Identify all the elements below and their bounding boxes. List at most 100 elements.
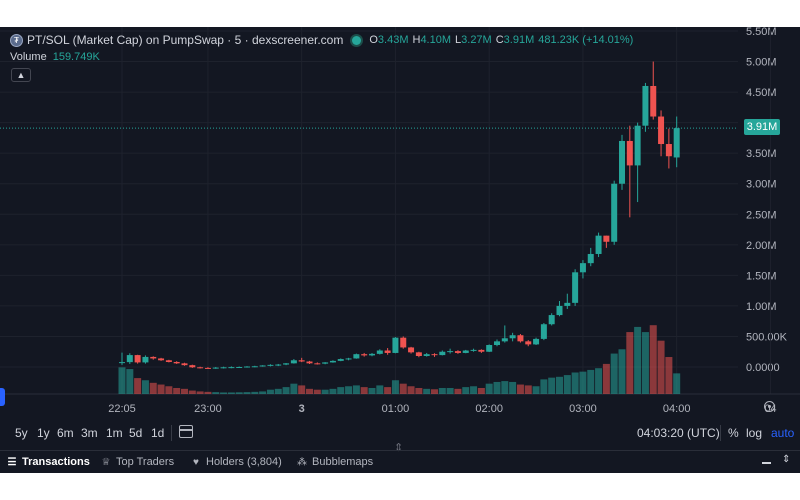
utc-clock[interactable]: 04:03:20 (UTC) (637, 426, 720, 440)
calendar-icon[interactable] (179, 425, 193, 438)
x-tick-label: 01:00 (382, 403, 410, 415)
tab-bubblemaps[interactable]: ⁂ Bubblemaps (297, 456, 373, 468)
candle-body (454, 351, 461, 353)
candle-body (462, 350, 469, 353)
volume-bar (266, 389, 274, 394)
range-6m-button[interactable]: 6m (57, 426, 74, 440)
chevron-up-icon: ▲ (16, 70, 26, 80)
price-chart[interactable]: 5.50M5.00M4.50M4.00M3.50M3.00M2.50M2.00M… (0, 27, 800, 473)
range-5d-button[interactable]: 5d (129, 426, 143, 440)
ohlc-open-key: O (369, 34, 378, 46)
ohlc-low-value: 3.27M (461, 34, 492, 46)
range-3m-button[interactable]: 3m (81, 426, 98, 440)
candle-body (134, 355, 141, 363)
candle-body (634, 125, 641, 166)
candle-body (251, 366, 258, 368)
auto-scale-toggle[interactable]: auto (771, 426, 795, 440)
legend-collapse-button[interactable]: ▲ (11, 68, 31, 82)
volume-bar (438, 387, 446, 394)
candle-body (603, 235, 610, 242)
ohlc-high-value: 4.10M (420, 34, 452, 46)
volume-bar (141, 380, 149, 394)
volume-bar (634, 326, 642, 394)
volume-bar (173, 387, 181, 394)
settings-icon[interactable] (764, 401, 775, 412)
volume-bar (501, 381, 509, 394)
chart-legend: ₮ PT/SOL (Market Cap) on PumpSwap · 5 · … (10, 32, 637, 48)
volume-value: 159.749K (52, 51, 100, 63)
candle-body (470, 349, 477, 351)
candle-body (173, 361, 180, 364)
volume-bar (181, 388, 188, 394)
candle-body (673, 128, 680, 158)
candle-body (540, 324, 547, 339)
candle-body (259, 365, 266, 367)
volume-bar (118, 367, 126, 394)
legend-symbol: PT/SOL (Market Cap) on PumpSwap · 5 · de… (27, 33, 344, 47)
candle-body (501, 338, 508, 342)
tab-label: Transactions (22, 456, 90, 468)
chart-app: 5.50M5.00M4.50M4.00M3.50M3.00M2.50M2.00M… (0, 27, 800, 473)
candle-body (322, 362, 329, 364)
volume-bar (274, 388, 282, 394)
y-tick-label: 3.50M (746, 148, 777, 160)
volume-bar (548, 377, 556, 394)
volume-bar (641, 332, 649, 394)
status-dot-icon (352, 35, 362, 45)
percent-scale-toggle[interactable]: % (728, 426, 739, 440)
volume-bar (665, 357, 673, 394)
candle-body (494, 341, 500, 346)
candle-body (228, 367, 235, 369)
tab-label: Top Traders (116, 456, 175, 468)
coin-icon: ₮ (10, 33, 23, 47)
maximize-icon[interactable]: ⇕ (782, 454, 791, 465)
resize-handle-icon[interactable]: ⇕ (394, 442, 404, 454)
bubbles-icon: ⁂ (297, 456, 307, 468)
candle-body (478, 349, 485, 352)
volume-bar (220, 392, 228, 394)
tab-transactions[interactable]: ☰ Transactions (7, 456, 90, 468)
x-tick-label: 04:00 (663, 403, 691, 415)
volume-bar (579, 371, 587, 394)
side-panel-toggle[interactable] (0, 388, 5, 406)
volume-bar (329, 388, 337, 394)
x-tick-label: 03:00 (569, 403, 597, 415)
range-1m-button[interactable]: 1m (106, 426, 123, 440)
volume-bar (149, 382, 157, 394)
candle-body (204, 367, 211, 369)
volume-bar (587, 369, 595, 394)
y-tick-label: 5.50M (746, 27, 777, 38)
volume-bar (524, 385, 532, 394)
volume-bar (602, 363, 610, 394)
volume-bar (384, 387, 392, 394)
candle-body (165, 360, 172, 362)
volume-bar (423, 388, 431, 394)
volume-bar (485, 383, 493, 394)
candle-body (642, 85, 649, 126)
log-scale-toggle[interactable]: log (746, 426, 763, 440)
range-1d-button[interactable]: 1d (151, 426, 165, 440)
ohlc-close-value: 3.91M (503, 34, 535, 46)
tab-holders[interactable]: ♥ Holders (3,804) (191, 456, 282, 468)
volume-bar (462, 387, 470, 394)
trophy-icon: ♕ (101, 456, 111, 468)
tab-label: Holders (3,804) (206, 456, 282, 468)
heart-icon: ♥ (193, 456, 199, 468)
tab-top-traders[interactable]: ♕ Top Traders (101, 456, 175, 468)
volume-bar (407, 386, 415, 394)
candle-body (665, 144, 672, 157)
volume-bar (165, 386, 173, 394)
candle-body (525, 341, 532, 345)
range-1y-button[interactable]: 1y (37, 426, 50, 440)
x-tick-label: 23:00 (194, 403, 222, 415)
ohlc-change-value: 481.23K (+14.01%) (538, 34, 634, 46)
volume-bar (493, 381, 501, 394)
ohlc-values: O 3.43M H 4.10M L 3.27M C 3.91M 481.23K (+14… (369, 34, 637, 46)
minimize-icon[interactable] (762, 462, 771, 464)
volume-bar (399, 383, 407, 394)
bottom-tabs: ☰ Transactions ♕ Top Traders ♥ Holders (3,8… (0, 450, 800, 473)
y-tick-label: 4.50M (746, 87, 777, 99)
y-tick-label: 2.50M (746, 209, 777, 221)
range-5y-button[interactable]: 5y (15, 426, 28, 440)
candle-body (548, 315, 555, 325)
